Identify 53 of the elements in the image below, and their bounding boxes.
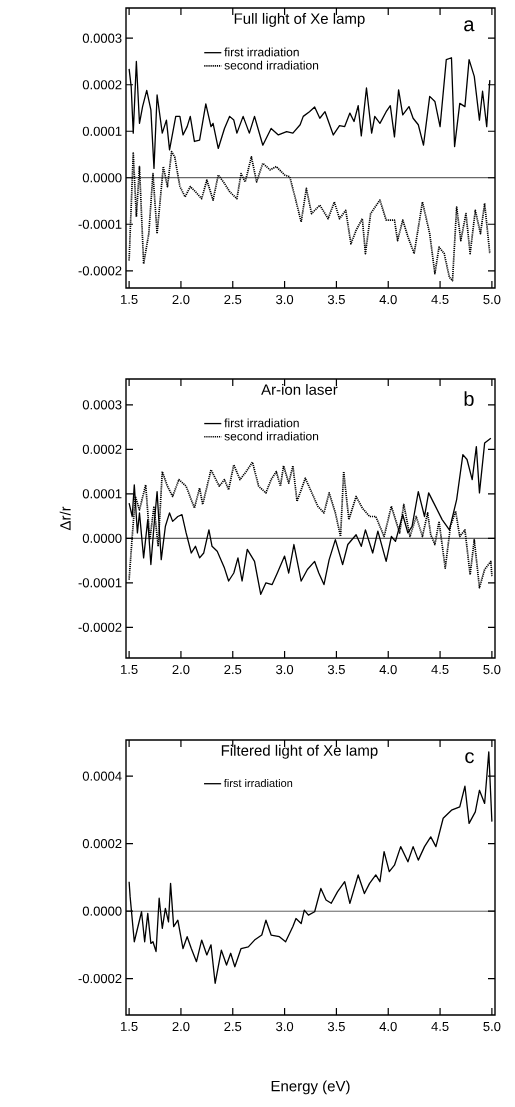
y-tick-label: -0.0001 bbox=[78, 578, 122, 588]
legend-label: first irradiation bbox=[223, 778, 293, 788]
chart-title: Ar-ion laser bbox=[261, 383, 338, 395]
y-axis-title: Δr/r bbox=[59, 506, 71, 531]
y-tick-label: 0.0001 bbox=[82, 489, 122, 499]
x-tick-label: 2.0 bbox=[172, 664, 190, 675]
y-tick-label: 0.0002 bbox=[82, 80, 122, 90]
x-tick-label: 5.0 bbox=[483, 1021, 501, 1032]
x-tick-label: 2.5 bbox=[224, 664, 242, 675]
x-tick-label: 4.0 bbox=[379, 1021, 397, 1032]
y-tick-label: -0.0002 bbox=[78, 266, 122, 276]
y-tick-label: 0.0000 bbox=[82, 173, 122, 183]
x-tick-label: 2.5 bbox=[224, 294, 242, 305]
x-tick-label: 5.0 bbox=[483, 294, 501, 305]
x-tick-label: 1.5 bbox=[121, 1021, 138, 1031]
x-axis-title: Energy (eV) bbox=[271, 1080, 350, 1095]
annotation: a bbox=[464, 20, 475, 32]
x-tick-label: 2.0 bbox=[172, 294, 190, 305]
x-tick-label: 3.5 bbox=[327, 294, 345, 305]
x-tick-label: 4.5 bbox=[431, 294, 449, 304]
y-tick-label: 0.0002 bbox=[82, 838, 122, 849]
y-tick-label: 0.0003 bbox=[82, 400, 122, 410]
legend-label: first irradiation bbox=[224, 418, 299, 428]
x-tick-label: 4.0 bbox=[379, 294, 397, 305]
y-tick-label: 0.0003 bbox=[82, 33, 122, 43]
x-tick-label: 3.0 bbox=[276, 1021, 294, 1032]
x-tick-label: 2.5 bbox=[224, 1021, 242, 1032]
x-tick-label: 2.0 bbox=[172, 1021, 190, 1032]
x-tick-label: 3.5 bbox=[327, 1021, 345, 1032]
x-tick-label: 1.5 bbox=[121, 664, 138, 674]
x-tick-label: 3.0 bbox=[276, 664, 294, 675]
legend-label: first irradiation bbox=[224, 47, 299, 57]
annotation: b bbox=[464, 391, 474, 406]
x-tick-label: 4.5 bbox=[431, 664, 449, 674]
y-tick-label: 0.0001 bbox=[82, 126, 122, 136]
chart-title: Filtered light of Xe lamp bbox=[221, 744, 378, 759]
y-tick-label: 0.0004 bbox=[82, 771, 122, 781]
y-tick-label: 0.0000 bbox=[82, 533, 122, 543]
x-tick-label: 1.5 bbox=[121, 294, 138, 304]
y-tick-label: 0.0002 bbox=[82, 444, 122, 454]
y-tick-label: -0.0002 bbox=[78, 622, 122, 632]
x-tick-label: 5.0 bbox=[483, 664, 501, 675]
y-tick-label: -0.0002 bbox=[78, 973, 122, 984]
x-tick-label: 3.5 bbox=[327, 664, 345, 675]
y-tick-label: -0.0001 bbox=[78, 219, 122, 229]
legend-label: second irradiation bbox=[224, 431, 319, 441]
legend-label: second irradiation bbox=[224, 60, 319, 70]
x-tick-label: 3.0 bbox=[276, 294, 294, 305]
chart-title: Full light of Xe lamp bbox=[234, 12, 365, 27]
annotation: c bbox=[465, 752, 474, 764]
x-tick-label: 4.5 bbox=[431, 1021, 449, 1031]
x-tick-label: 4.0 bbox=[379, 664, 397, 675]
y-tick-label: 0.0000 bbox=[82, 906, 122, 916]
